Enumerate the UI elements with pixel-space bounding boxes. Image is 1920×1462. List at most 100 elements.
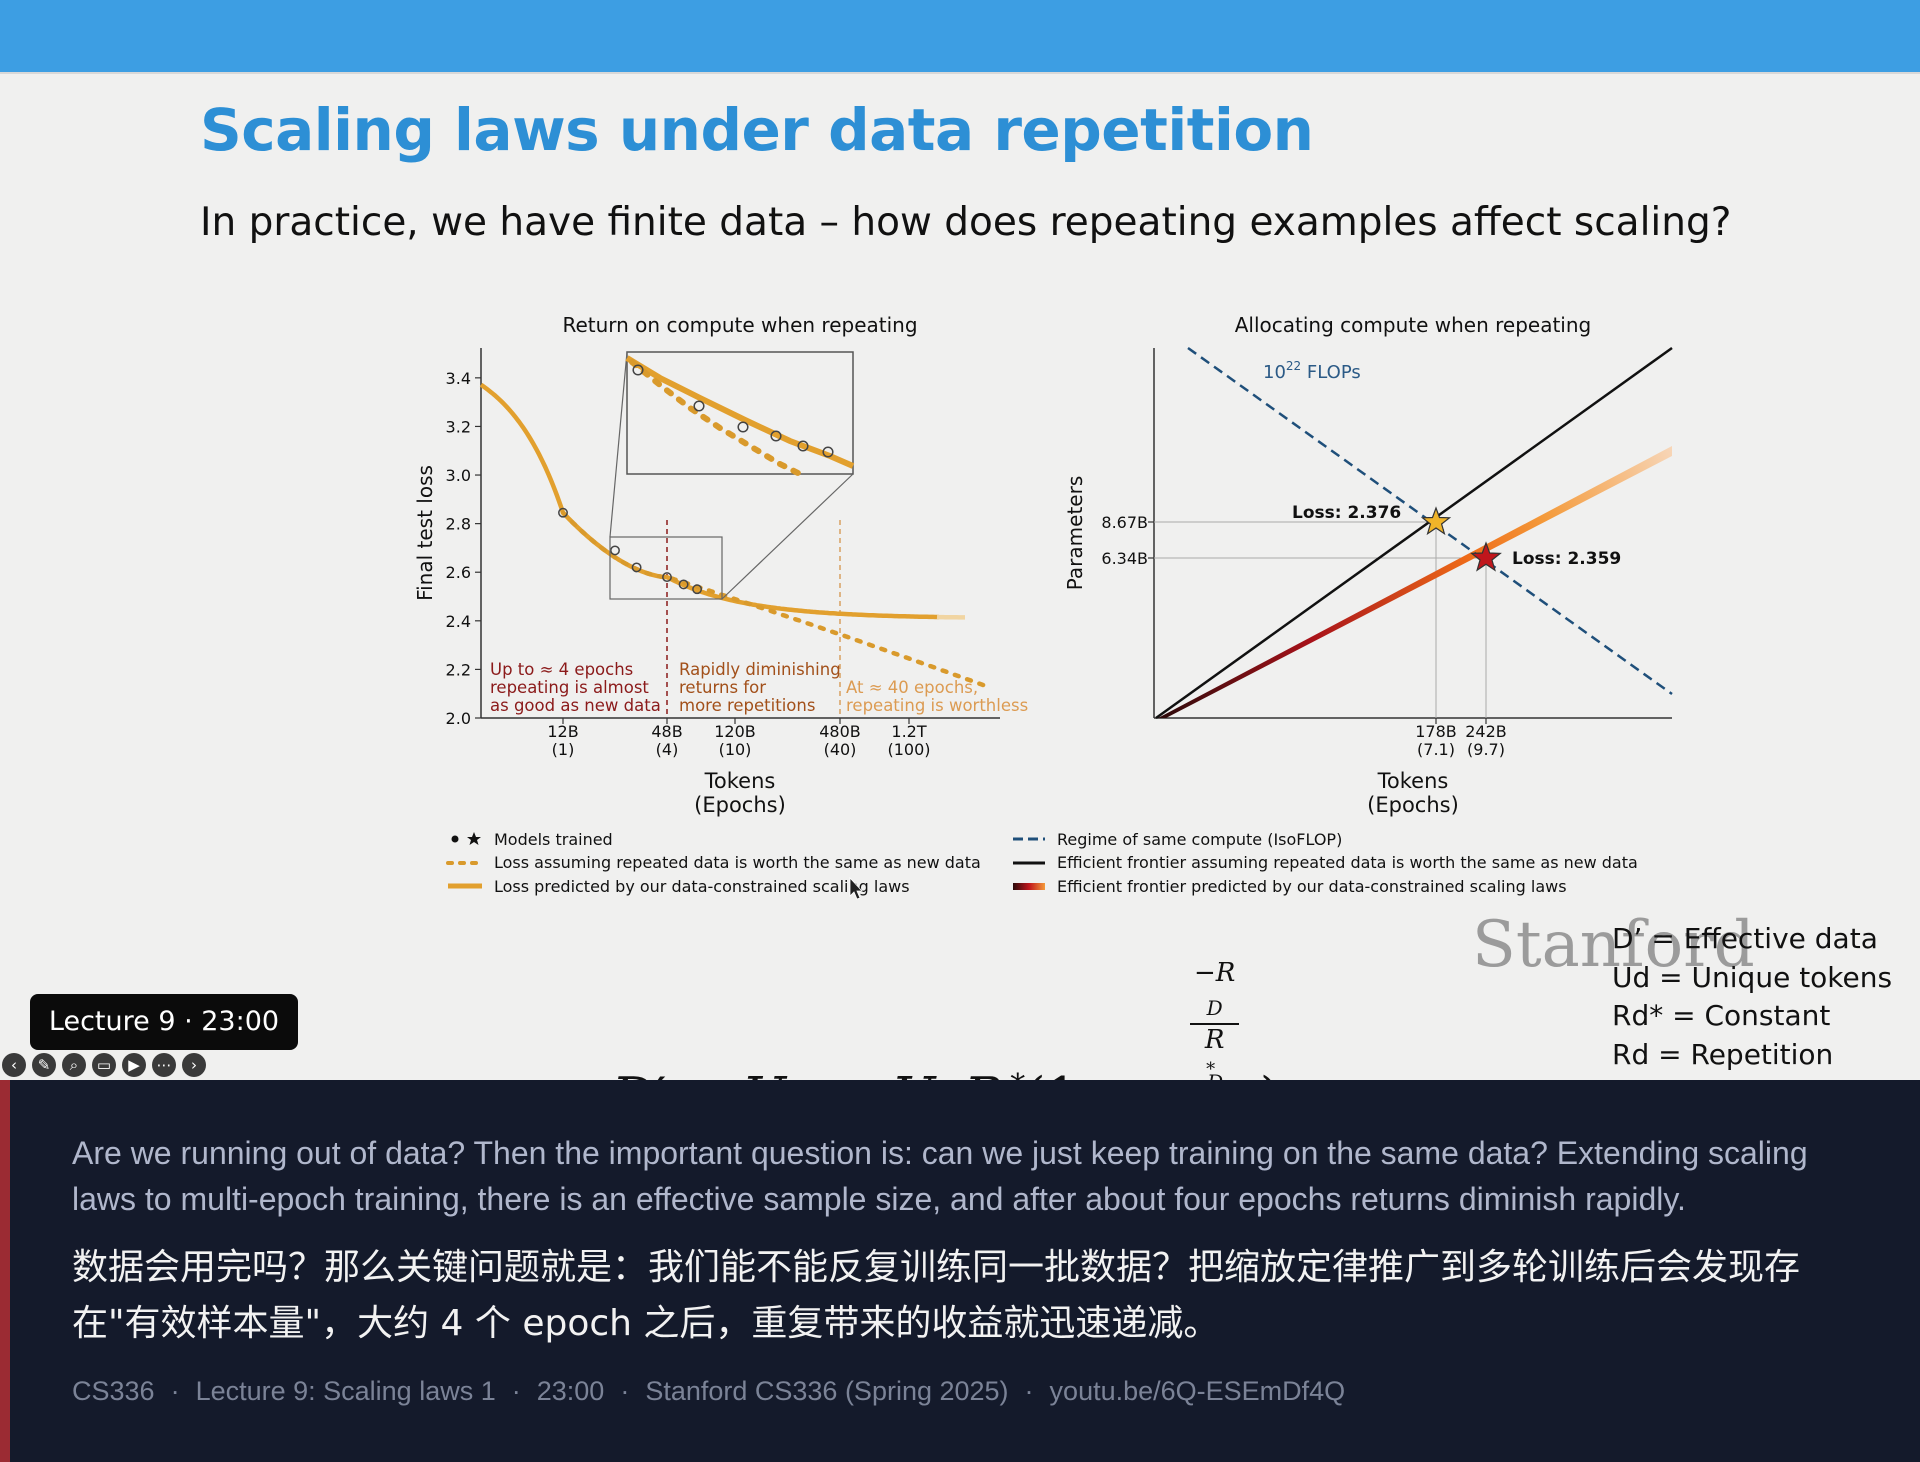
mouse-cursor-icon bbox=[849, 876, 863, 900]
x-tick-label: 12B bbox=[547, 722, 578, 741]
annotation-four-epochs: Up to ≈ 4 epochs repeating is almost as go… bbox=[490, 660, 661, 715]
stanford-watermark: Stanford bbox=[1472, 908, 1755, 982]
meta-time: 23:00 bbox=[536, 1376, 605, 1406]
zoom-source-box bbox=[609, 536, 723, 600]
inset-model-point bbox=[737, 421, 749, 433]
legend-star-icon bbox=[467, 832, 481, 845]
x-tick-label: (100) bbox=[887, 740, 930, 759]
lecture-slide: Scaling laws under data repetition In pr… bbox=[0, 0, 1920, 1080]
timestamp-badge: Lecture 9 · 23:00 bbox=[30, 994, 298, 1050]
left-chart: Return on compute when repeating 2.0 2.2 2… bbox=[413, 313, 1028, 817]
left-y-ticks: 2.0 2.2 2.4 2.6 2.8 3.0 3.2 3.4 bbox=[446, 369, 481, 728]
formula-exponent: −RDR*D bbox=[1190, 958, 1240, 1080]
x-tick-label: 48B bbox=[651, 722, 682, 741]
x-tick-label: (10) bbox=[719, 740, 752, 759]
caption-meta: CS336 · Lecture 9: Scaling laws 1 · 23:00 · St… bbox=[72, 1376, 1346, 1406]
legend-label: Loss assuming repeated data is worth the… bbox=[494, 853, 981, 872]
left-chart-title: Return on compute when repeating bbox=[562, 313, 917, 337]
right-y-label: Parameters bbox=[1063, 476, 1087, 590]
x-tick-label: 120B bbox=[714, 722, 756, 741]
x-tick-label: (1) bbox=[552, 740, 575, 759]
y-tick-label: 2.2 bbox=[446, 660, 471, 679]
inset-model-points bbox=[632, 364, 834, 458]
x-tick-label: (40) bbox=[824, 740, 857, 759]
legend-label: Loss predicted by our data-constrained s… bbox=[494, 877, 910, 896]
legend-label: Regime of same compute (IsoFLOP) bbox=[1057, 830, 1342, 849]
more-icon[interactable]: ⋯ bbox=[152, 1053, 176, 1077]
star-marker-loss-2376 bbox=[1420, 506, 1452, 536]
caption-accent-bar bbox=[0, 1080, 10, 1462]
isoflop-label: 1022 FLOPs bbox=[1263, 359, 1361, 383]
left-x-ticks: 12B(1) 48B(4) 120B(10) 480B(40) 1.2T(100) bbox=[547, 718, 931, 759]
next-icon[interactable]: › bbox=[182, 1053, 206, 1077]
same-as-new-data-curve bbox=[560, 510, 988, 688]
model-point bbox=[610, 545, 620, 556]
meta-course: CS336 bbox=[72, 1376, 155, 1406]
y-tick-label: 2.6 bbox=[446, 563, 471, 582]
definition-item: Ud = Unique tokens bbox=[1612, 960, 1893, 994]
meta-series: Stanford CS336 (Spring 2025) bbox=[645, 1376, 1009, 1406]
caption-chinese: 数据会用完吗？那么关键问题就是：我们能不能反复训练同一批数据？把缩放定律推广到多… bbox=[72, 1247, 1801, 1344]
figure-legend: Models trained Loss assuming repeated da… bbox=[446, 830, 1638, 900]
captions-icon[interactable]: ▭ bbox=[92, 1053, 116, 1077]
left-y-label: Final test loss bbox=[413, 465, 437, 601]
right-chart: Allocating compute when repeating Parame… bbox=[1063, 313, 1673, 817]
legend-gradient-swatch bbox=[1013, 883, 1045, 890]
model-point bbox=[678, 579, 689, 590]
pen-icon[interactable]: ✎ bbox=[32, 1053, 56, 1077]
model-point bbox=[558, 507, 568, 518]
y-tick-label: 3.4 bbox=[446, 369, 471, 388]
x-tick-label: (4) bbox=[656, 740, 679, 759]
y-tick-label: 3.2 bbox=[446, 417, 471, 436]
left-x-label: Tokens (Epochs) bbox=[694, 769, 786, 817]
y-tick-label: 2.8 bbox=[446, 515, 471, 534]
y-tick-label: 6.34B bbox=[1101, 549, 1148, 568]
x-tick-label: 1.2T bbox=[891, 722, 926, 741]
inset-model-point bbox=[632, 364, 644, 376]
model-point bbox=[692, 584, 703, 595]
definition-item: Rd = Repetition bbox=[1612, 1037, 1834, 1071]
inset-model-point bbox=[693, 400, 705, 412]
model-point bbox=[631, 562, 642, 573]
player-controls: ‹ ✎ ⌕ ▭ ▶ ⋯ › bbox=[2, 1053, 206, 1077]
loss-label-2376: Loss: 2.376 bbox=[1292, 503, 1401, 523]
x-tick-label: 242B bbox=[1465, 722, 1507, 741]
meta-link[interactable]: youtu.be/6Q-ESEmDf4Q bbox=[1049, 1376, 1346, 1406]
legend-label: Efficient frontier predicted by our data… bbox=[1057, 877, 1567, 896]
right-x-label: Tokens (Epochs) bbox=[1367, 769, 1459, 817]
caption-panel: Are we running out of data? Then the imp… bbox=[0, 1080, 1920, 1462]
legend-label: Models trained bbox=[494, 830, 613, 849]
definition-item: Rd* = Constant bbox=[1612, 999, 1831, 1032]
inset-dotted-curve bbox=[629, 359, 803, 477]
inset-model-point bbox=[770, 430, 782, 442]
x-tick-label: 178B bbox=[1415, 722, 1457, 741]
inset-model-point bbox=[822, 446, 834, 458]
x-tick-label: (7.1) bbox=[1417, 740, 1455, 759]
annotation-forty-epochs: At ≈ 40 epochs, repeating is worthless bbox=[846, 678, 1028, 715]
camera-icon[interactable]: ▶ bbox=[122, 1053, 146, 1077]
inset-model-point bbox=[797, 440, 809, 452]
meta-lecture: Lecture 9: Scaling laws 1 bbox=[195, 1376, 496, 1406]
legend-label: Efficient frontier assuming repeated dat… bbox=[1057, 853, 1638, 872]
slide-subtitle: In practice, we have finite data – how d… bbox=[200, 200, 1732, 245]
previous-icon[interactable]: ‹ bbox=[2, 1053, 26, 1077]
slide-header-bar bbox=[0, 0, 1920, 72]
annotation-diminishing-returns: Rapidly diminishing returns for more repet… bbox=[679, 660, 841, 715]
y-tick-label: 2.4 bbox=[446, 612, 471, 631]
definitions-list: D’ = Effective data Ud = Unique tokens R… bbox=[1612, 920, 1892, 1074]
models-trained-points bbox=[558, 507, 703, 595]
y-tick-label: 8.67B bbox=[1101, 513, 1148, 532]
zoom-connector bbox=[609, 351, 628, 538]
right-chart-title: Allocating compute when repeating bbox=[1235, 313, 1591, 337]
slide-title: Scaling laws under data repetition bbox=[200, 96, 1314, 164]
zoom-icon[interactable]: ⌕ bbox=[62, 1053, 86, 1077]
efficient-frontier-predicted bbox=[1158, 446, 1672, 718]
scaling-law-curve bbox=[479, 382, 940, 620]
efficient-frontier-naive bbox=[1155, 346, 1673, 720]
y-tick-label: 2.0 bbox=[446, 709, 471, 728]
x-tick-label: (9.7) bbox=[1467, 740, 1505, 759]
x-tick-label: 480B bbox=[819, 722, 861, 741]
legend-dot-icon bbox=[451, 835, 459, 843]
figure: Return on compute when repeating 2.0 2.2 2… bbox=[413, 313, 1673, 900]
model-point bbox=[662, 572, 672, 583]
